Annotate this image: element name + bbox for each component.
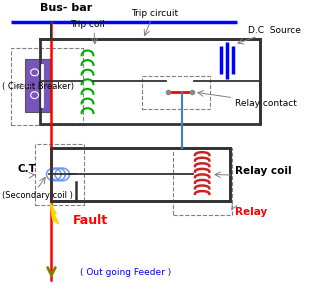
Text: Trip circuit: Trip circuit: [131, 9, 178, 18]
Text: C.T: C.T: [17, 164, 36, 174]
Text: (Secondary coil ): (Secondary coil ): [2, 191, 73, 200]
Text: Relay coil: Relay coil: [235, 166, 291, 176]
Text: D.C  Source: D.C Source: [248, 26, 301, 35]
Bar: [173, 148, 232, 215]
Text: Fault: Fault: [73, 214, 108, 227]
Bar: [11, 48, 83, 125]
Bar: [25, 59, 50, 112]
Bar: [51, 148, 230, 201]
Bar: [40, 39, 260, 124]
Text: ( Out going Feeder ): ( Out going Feeder ): [80, 268, 171, 277]
Bar: [141, 76, 210, 109]
Text: Bus- bar: Bus- bar: [40, 3, 92, 13]
Text: Trip coil: Trip coil: [70, 20, 105, 29]
Polygon shape: [50, 204, 59, 224]
Text: ( Circuit Breaker): ( Circuit Breaker): [2, 82, 74, 91]
Bar: [35, 144, 84, 205]
Text: Relay contact: Relay contact: [235, 99, 297, 108]
Text: Relay: Relay: [235, 208, 267, 217]
